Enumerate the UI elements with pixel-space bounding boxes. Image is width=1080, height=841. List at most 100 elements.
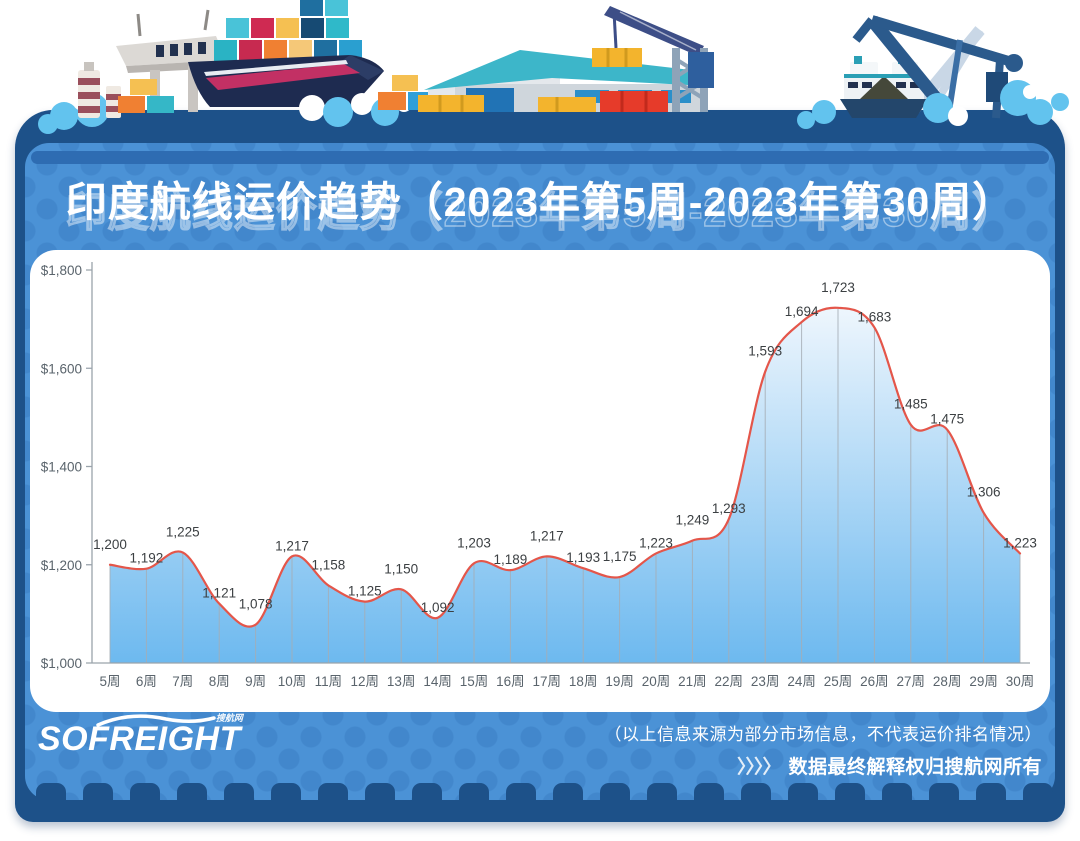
perforation-tooth [271,783,301,800]
perforation-tooth [929,783,959,800]
point-label: 1,158 [312,557,346,572]
sofreight-logo: 搜航网 SOFREIGHT [38,713,243,758]
point-label: 1,593 [748,344,782,359]
x-tick-label: 26周 [860,674,889,689]
x-tick-label: 11周 [315,674,343,689]
page-title: 印度航线运价趋势（2023年第5周-2023年第30周） [65,179,1015,225]
point-label: 1,225 [166,524,200,539]
point-label: 1,121 [202,586,236,601]
harbor-crane-back-icon [907,26,985,116]
perforation-tooth [412,783,442,800]
point-label: 1,192 [130,551,164,566]
point-label: 1,203 [457,535,491,550]
perforation-tooth [459,783,489,800]
point-label: 1,092 [421,600,455,615]
point-label: 1,694 [785,304,819,319]
logo-swoosh-icon [96,714,216,727]
footer-disclaimer: （以上信息来源为部分市场信息，不代表运价排名情况） 〉〉〉〉 数据最终解释权归搜航… [605,720,1043,779]
x-tick-label: 24周 [787,674,816,689]
x-tick-label: 30周 [1006,674,1035,689]
perforation-tooth [1023,783,1053,800]
x-tick-label: 16周 [496,674,525,689]
point-label: 1,475 [930,412,964,427]
y-tick-label: $1,800 [41,263,82,278]
y-tick-label: $1,000 [41,656,82,671]
warehouse-icon [424,50,708,112]
perforation-tooth [600,783,630,800]
loading-crane-icon [592,6,714,112]
chart-panel: $1,000 $1,200 $1,400 $1,600 $1,800 5周 6周 7周 8周 9周… [30,250,1050,712]
perforation-tooth [694,783,724,800]
perforation-tooth [553,783,583,800]
perforation-tooth [882,783,912,800]
point-label: 1,723 [821,280,855,295]
x-tick-label: 9周 [245,674,266,689]
container-ship-icon [188,0,384,107]
point-label: 1,150 [384,561,418,576]
dock-containers-mid-icon [378,75,434,110]
perforation-tooth [224,783,254,800]
point-label: 1,189 [494,552,528,567]
x-tick-label: 6周 [136,674,157,689]
point-label: 1,293 [712,501,746,516]
x-tick-label: 13周 [387,674,416,689]
trend-line [108,306,1022,628]
point-label: 1,683 [858,309,892,324]
point-label: 1,217 [275,538,309,553]
title-block: 印度航线运价趋势（2023年第5周-2023年第30周） 印度航线运价趋势（20… [25,168,1055,236]
port-bridge-icon [116,9,226,112]
point-label: 1,223 [1003,535,1037,550]
x-tick-label: 18周 [569,674,598,689]
freight-trend-chart: $1,000 $1,200 $1,400 $1,600 $1,800 5周 6周 7周 8周 9周… [41,262,1037,689]
x-tick-label: 25周 [824,674,853,689]
disclaimer-line2-text: 数据最终解释权归搜航网所有 [788,757,1042,778]
perforation-tooth [130,783,160,800]
x-tick-label: 15周 [460,674,489,689]
logo-text: SOFREIGHT [38,720,241,758]
point-label: 1,249 [676,513,710,528]
bottom-perforation [36,783,1053,800]
point-label: 1,193 [566,550,600,565]
perforation-tooth [36,783,66,800]
x-tick-label: 12周 [351,674,380,689]
x-tick-label: 14周 [423,674,452,689]
perforation-tooth [83,783,113,800]
perforation-tooth [318,783,348,800]
logo-subtext: 搜航网 [215,713,243,723]
harbor-crane-front-icon [852,15,1023,123]
dock-containers-warehouse-icon [418,91,668,112]
x-tick-label: 7周 [172,674,193,689]
x-tick-label: 28周 [933,674,962,689]
perforation-tooth [647,783,677,800]
y-tick-label: $1,400 [41,460,82,475]
perforation-tooth [835,783,865,800]
chevrons-icon: 〉〉〉〉 [736,757,782,778]
top-stripe [31,151,1049,164]
page-title-outline: 印度航线运价趋势（2023年第5周-2023年第30周） [65,188,1015,235]
x-tick-label: 10周 [278,674,307,689]
point-label: 1,306 [967,485,1001,500]
x-tick-label: 17周 [533,674,562,689]
x-tick-label: 29周 [969,674,998,689]
point-label: 1,175 [603,549,637,564]
point-label: 1,200 [93,537,127,552]
y-tick-label: $1,600 [41,361,82,376]
perforation-tooth [741,783,771,800]
disclaimer-line1: （以上信息来源为部分市场信息，不代表运价排名情况） [604,725,1042,744]
ferry-ship-icon [840,56,928,118]
perforation-tooth [976,783,1006,800]
point-label: 1,223 [639,535,673,550]
x-tick-label: 5周 [99,674,120,689]
x-tick-label: 23周 [751,674,780,689]
perforation-tooth [506,783,536,800]
y-tick-label: $1,200 [41,558,82,573]
point-label: 1,217 [530,528,564,543]
x-tick-label: 20周 [642,674,671,689]
x-tick-label: 27周 [897,674,926,689]
x-tick-label: 19周 [605,674,634,689]
x-tick-label: 8周 [209,674,230,689]
point-label: 1,125 [348,584,382,599]
point-label: 1,485 [894,397,928,412]
perforation-tooth [365,783,395,800]
